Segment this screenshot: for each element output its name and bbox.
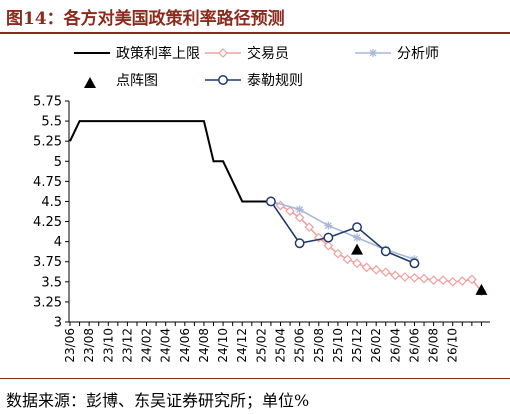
x-tick-label: 26/04: [388, 328, 402, 363]
x-tick-label: 25/10: [331, 328, 345, 363]
y-tick-label: 4: [54, 235, 62, 250]
data-point: [285, 206, 295, 216]
data-point: [352, 222, 362, 233]
data-point: [371, 264, 382, 275]
data-point: [369, 49, 377, 57]
x-tick-label: 25/08: [312, 328, 326, 363]
x-tick-label: 24/04: [159, 328, 173, 363]
asterisk-stroke: [324, 222, 332, 230]
x-tick-label: 24/12: [235, 328, 249, 363]
data-point: [438, 275, 449, 286]
series-点阵图: [351, 243, 488, 295]
footer-divider: [0, 378, 510, 379]
data-point: [218, 48, 228, 58]
data-point: [294, 212, 305, 223]
asterisk-stroke: [296, 206, 304, 213]
x-tick-label: 23/12: [120, 328, 134, 363]
data-point: [457, 276, 468, 286]
data-point: [447, 276, 458, 287]
data-point: [409, 258, 420, 269]
data-point: [361, 262, 372, 273]
data-point: [323, 232, 334, 243]
y-tick-label: 4.75: [33, 175, 62, 190]
data-point: [409, 272, 420, 283]
y-tick-label: 5.25: [33, 135, 62, 150]
data-point: [419, 273, 429, 284]
data-point: [400, 272, 410, 282]
data-point: [390, 270, 401, 281]
legend-label: 点阵图: [116, 73, 158, 89]
data-point: [304, 222, 315, 233]
y-tick-label: 3.5: [41, 275, 62, 290]
x-tick-label: 25/12: [350, 328, 364, 363]
data-point: [218, 75, 228, 85]
title-divider: [0, 32, 510, 34]
data-point: [84, 77, 96, 88]
legend-label: 政策利率上限: [116, 45, 200, 62]
x-tick-label: 26/10: [446, 328, 460, 363]
y-tick-label: 5.75: [33, 95, 62, 110]
data-point: [353, 233, 362, 242]
data-point: [294, 238, 305, 249]
y-tick-label: 4.5: [41, 195, 62, 210]
data-point: [467, 274, 477, 285]
data-point: [295, 205, 304, 214]
legend-item: 点阵图: [84, 73, 158, 89]
x-tick-label: 24/10: [216, 328, 230, 363]
legend-label: 泰勒规则: [247, 73, 303, 89]
x-tick-label: 23/10: [101, 328, 115, 363]
chart-title: 图14：各方对美国政策利率路径预测: [6, 9, 285, 29]
x-tick-label: 24/02: [140, 328, 154, 363]
data-point: [351, 243, 364, 255]
data-point: [428, 275, 439, 286]
x-tick-label: 26/02: [369, 328, 383, 363]
x-tick-label: 26/06: [407, 328, 421, 363]
data-point: [265, 196, 276, 207]
asterisk-stroke: [353, 234, 361, 242]
series-政策利率上限: [69, 120, 271, 203]
series-line: [270, 201, 415, 265]
y-tick-label: 3.25: [33, 295, 62, 310]
y-tick-label: 5.5: [41, 115, 62, 130]
y-tick-label: 3.75: [33, 255, 62, 270]
data-point: [323, 240, 334, 251]
asterisk-stroke: [369, 49, 377, 57]
legend-label: 交易员: [247, 45, 289, 62]
y-tick-label: 5: [54, 155, 62, 170]
data-point: [380, 246, 391, 257]
data-point: [333, 248, 343, 259]
data-point: [342, 254, 353, 265]
x-tick-label: 25/02: [254, 328, 268, 363]
series-line: [69, 120, 271, 203]
legend-item: 政策利率上限: [74, 45, 200, 62]
x-tick-label: 25/06: [293, 328, 307, 363]
series-layer: [69, 120, 488, 297]
legend-item: 分析师: [355, 46, 439, 62]
data-point: [324, 221, 333, 230]
x-tick-label: 25/04: [274, 328, 288, 363]
legend-item: 交易员: [205, 45, 289, 62]
x-tick-label: 24/08: [197, 328, 211, 363]
data-point: [380, 267, 391, 278]
series-泰勒规则: [265, 196, 420, 269]
axes: 5.755.55.2554.754.54.2543.753.53.25323/0…: [33, 95, 490, 363]
x-tick-label: 23/06: [63, 328, 77, 363]
legend-item: 泰勒规则: [205, 73, 303, 89]
x-tick-label: 24/06: [178, 328, 192, 363]
data-point: [475, 283, 488, 295]
x-tick-label: 26/08: [427, 328, 441, 363]
x-tick-label: 23/08: [82, 328, 96, 363]
y-tick-label: 4.25: [33, 215, 62, 230]
y-tick-label: 3: [54, 316, 62, 331]
data-point: [352, 258, 362, 269]
series-分析师: [266, 197, 419, 264]
source-note: 数据来源：彭博、东吴证券研究所；单位%: [6, 391, 310, 410]
rate-path-chart: 5.755.55.2554.754.54.2543.753.53.25323/0…: [33, 45, 490, 363]
legend-label: 分析师: [397, 46, 439, 62]
series-交易员: [266, 196, 487, 297]
